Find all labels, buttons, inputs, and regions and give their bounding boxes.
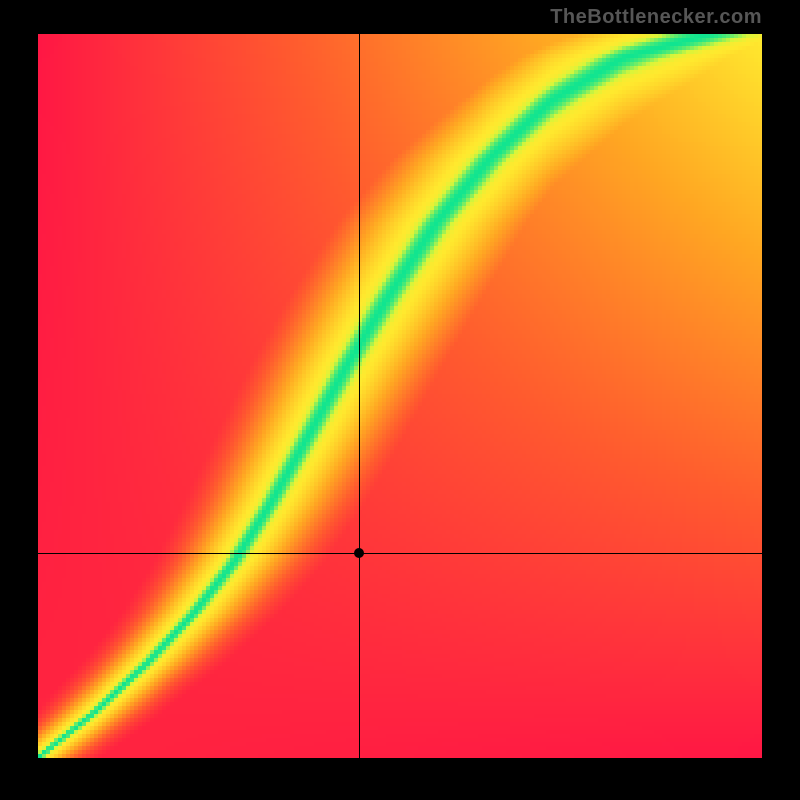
heatmap-plot <box>38 34 762 758</box>
crosshair-vertical <box>359 34 360 758</box>
watermark-text: TheBottlenecker.com <box>550 6 762 29</box>
crosshair-horizontal <box>38 553 762 554</box>
marker-dot <box>354 548 364 558</box>
heatmap-canvas <box>38 34 762 758</box>
